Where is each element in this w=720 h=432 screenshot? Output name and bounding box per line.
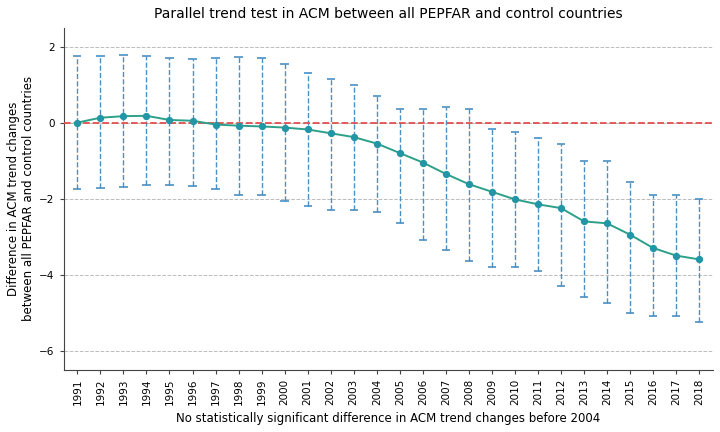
Point [693,256,705,263]
Point [302,126,313,133]
Point [486,188,498,195]
Point [647,245,659,251]
Point [532,201,544,208]
Point [325,130,336,137]
Point [555,205,567,212]
Point [94,114,106,121]
Point [371,140,382,147]
X-axis label: No statistically significant difference in ACM trend changes before 2004: No statistically significant difference … [176,412,600,425]
Point [233,122,244,129]
Point [601,220,613,227]
Point [117,113,129,120]
Point [670,252,682,259]
Point [578,218,590,225]
Point [417,159,428,166]
Point [210,121,221,128]
Point [394,149,405,156]
Point [440,171,451,178]
Point [348,133,359,140]
Point [186,117,198,124]
Point [509,196,521,203]
Point [256,123,267,130]
Point [71,119,83,126]
Point [624,231,636,238]
Title: Parallel trend test in ACM between all PEPFAR and control countries: Parallel trend test in ACM between all P… [154,7,623,21]
Point [140,112,152,119]
Y-axis label: Difference in ACM trend changes
between all PEPFAR and control countries: Difference in ACM trend changes between … [7,76,35,321]
Point [163,117,175,124]
Point [279,124,290,131]
Point [463,181,474,187]
